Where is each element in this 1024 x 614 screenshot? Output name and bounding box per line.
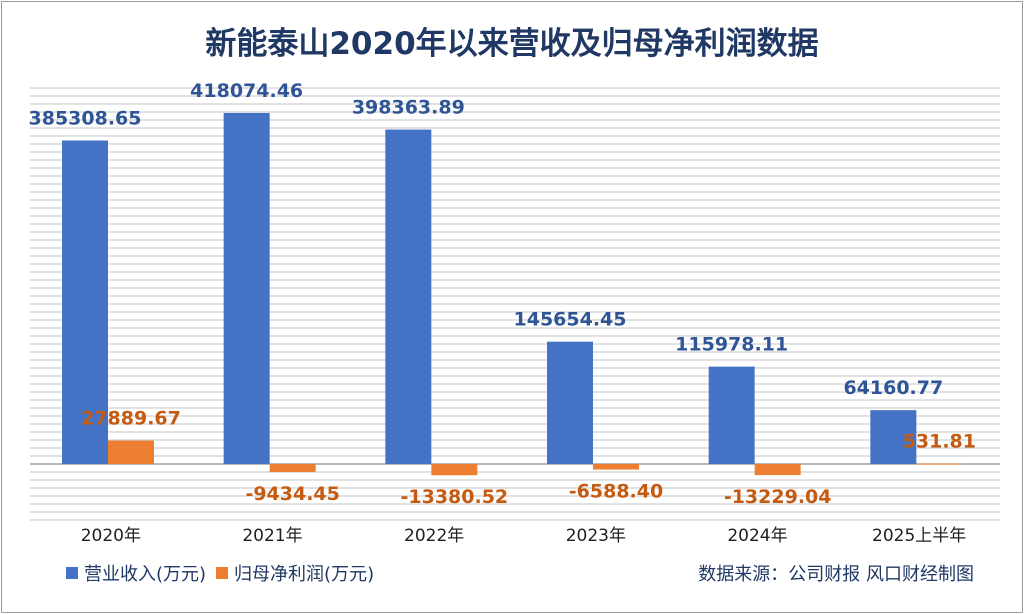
profit-data-label: -13380.52: [401, 486, 509, 508]
profit-bar: [431, 464, 478, 476]
legend: 营业收入(万元) 归母净利润(万元): [66, 560, 384, 586]
revenue-bar: [385, 129, 432, 464]
legend-label-revenue: 营业收入(万元): [84, 564, 207, 585]
category-tick-label: 2020年: [81, 526, 141, 546]
category-tick-label: 2024年: [727, 526, 787, 546]
revenue-bar: [708, 366, 755, 464]
category-tick-label: 2022年: [404, 526, 464, 546]
revenue-data-label: 145654.45: [514, 309, 627, 331]
profit-bar: [754, 464, 801, 476]
legend-swatch-profit: [216, 567, 229, 579]
profit-data-label: -6588.40: [569, 481, 663, 503]
profit-bar: [269, 464, 316, 472]
category-tick-label: 2023年: [566, 526, 626, 546]
legend-swatch-revenue: [66, 567, 78, 579]
category-tick-label: 2025上半年: [872, 526, 966, 546]
chart-title: 新能泰山2020年以来营收及归母净利润数据: [205, 26, 819, 62]
revenue-bar: [547, 341, 593, 464]
profit-data-label: -13229.04: [724, 486, 832, 508]
legend-item-revenue: 营业收入(万元): [66, 560, 206, 586]
profit-bar: [916, 463, 963, 465]
revenue-data-label: 115978.11: [675, 334, 788, 356]
revenue-bar: [223, 113, 270, 464]
legend-label-profit: 归母净利润(万元): [234, 564, 375, 585]
revenue-data-label: 398363.89: [352, 97, 465, 119]
profit-data-label: -9434.45: [245, 483, 339, 505]
revenue-data-label: 385308.65: [29, 108, 142, 130]
data-source-note: 数据来源：公司财报 风口财经制图: [698, 564, 974, 585]
profit-data-label: 531.81: [903, 431, 976, 453]
profit-data-label: 27889.67: [81, 408, 181, 430]
revenue-data-label: 418074.46: [190, 80, 303, 102]
revenue-data-label: 64160.77: [843, 377, 943, 399]
category-tick-label: 2021年: [242, 526, 302, 546]
revenue-bar: [62, 140, 108, 464]
legend-item-profit: 归母净利润(万元): [216, 560, 374, 586]
profit-bar: [593, 464, 639, 470]
revenue-bar: [870, 410, 917, 464]
profit-bar: [108, 440, 154, 464]
